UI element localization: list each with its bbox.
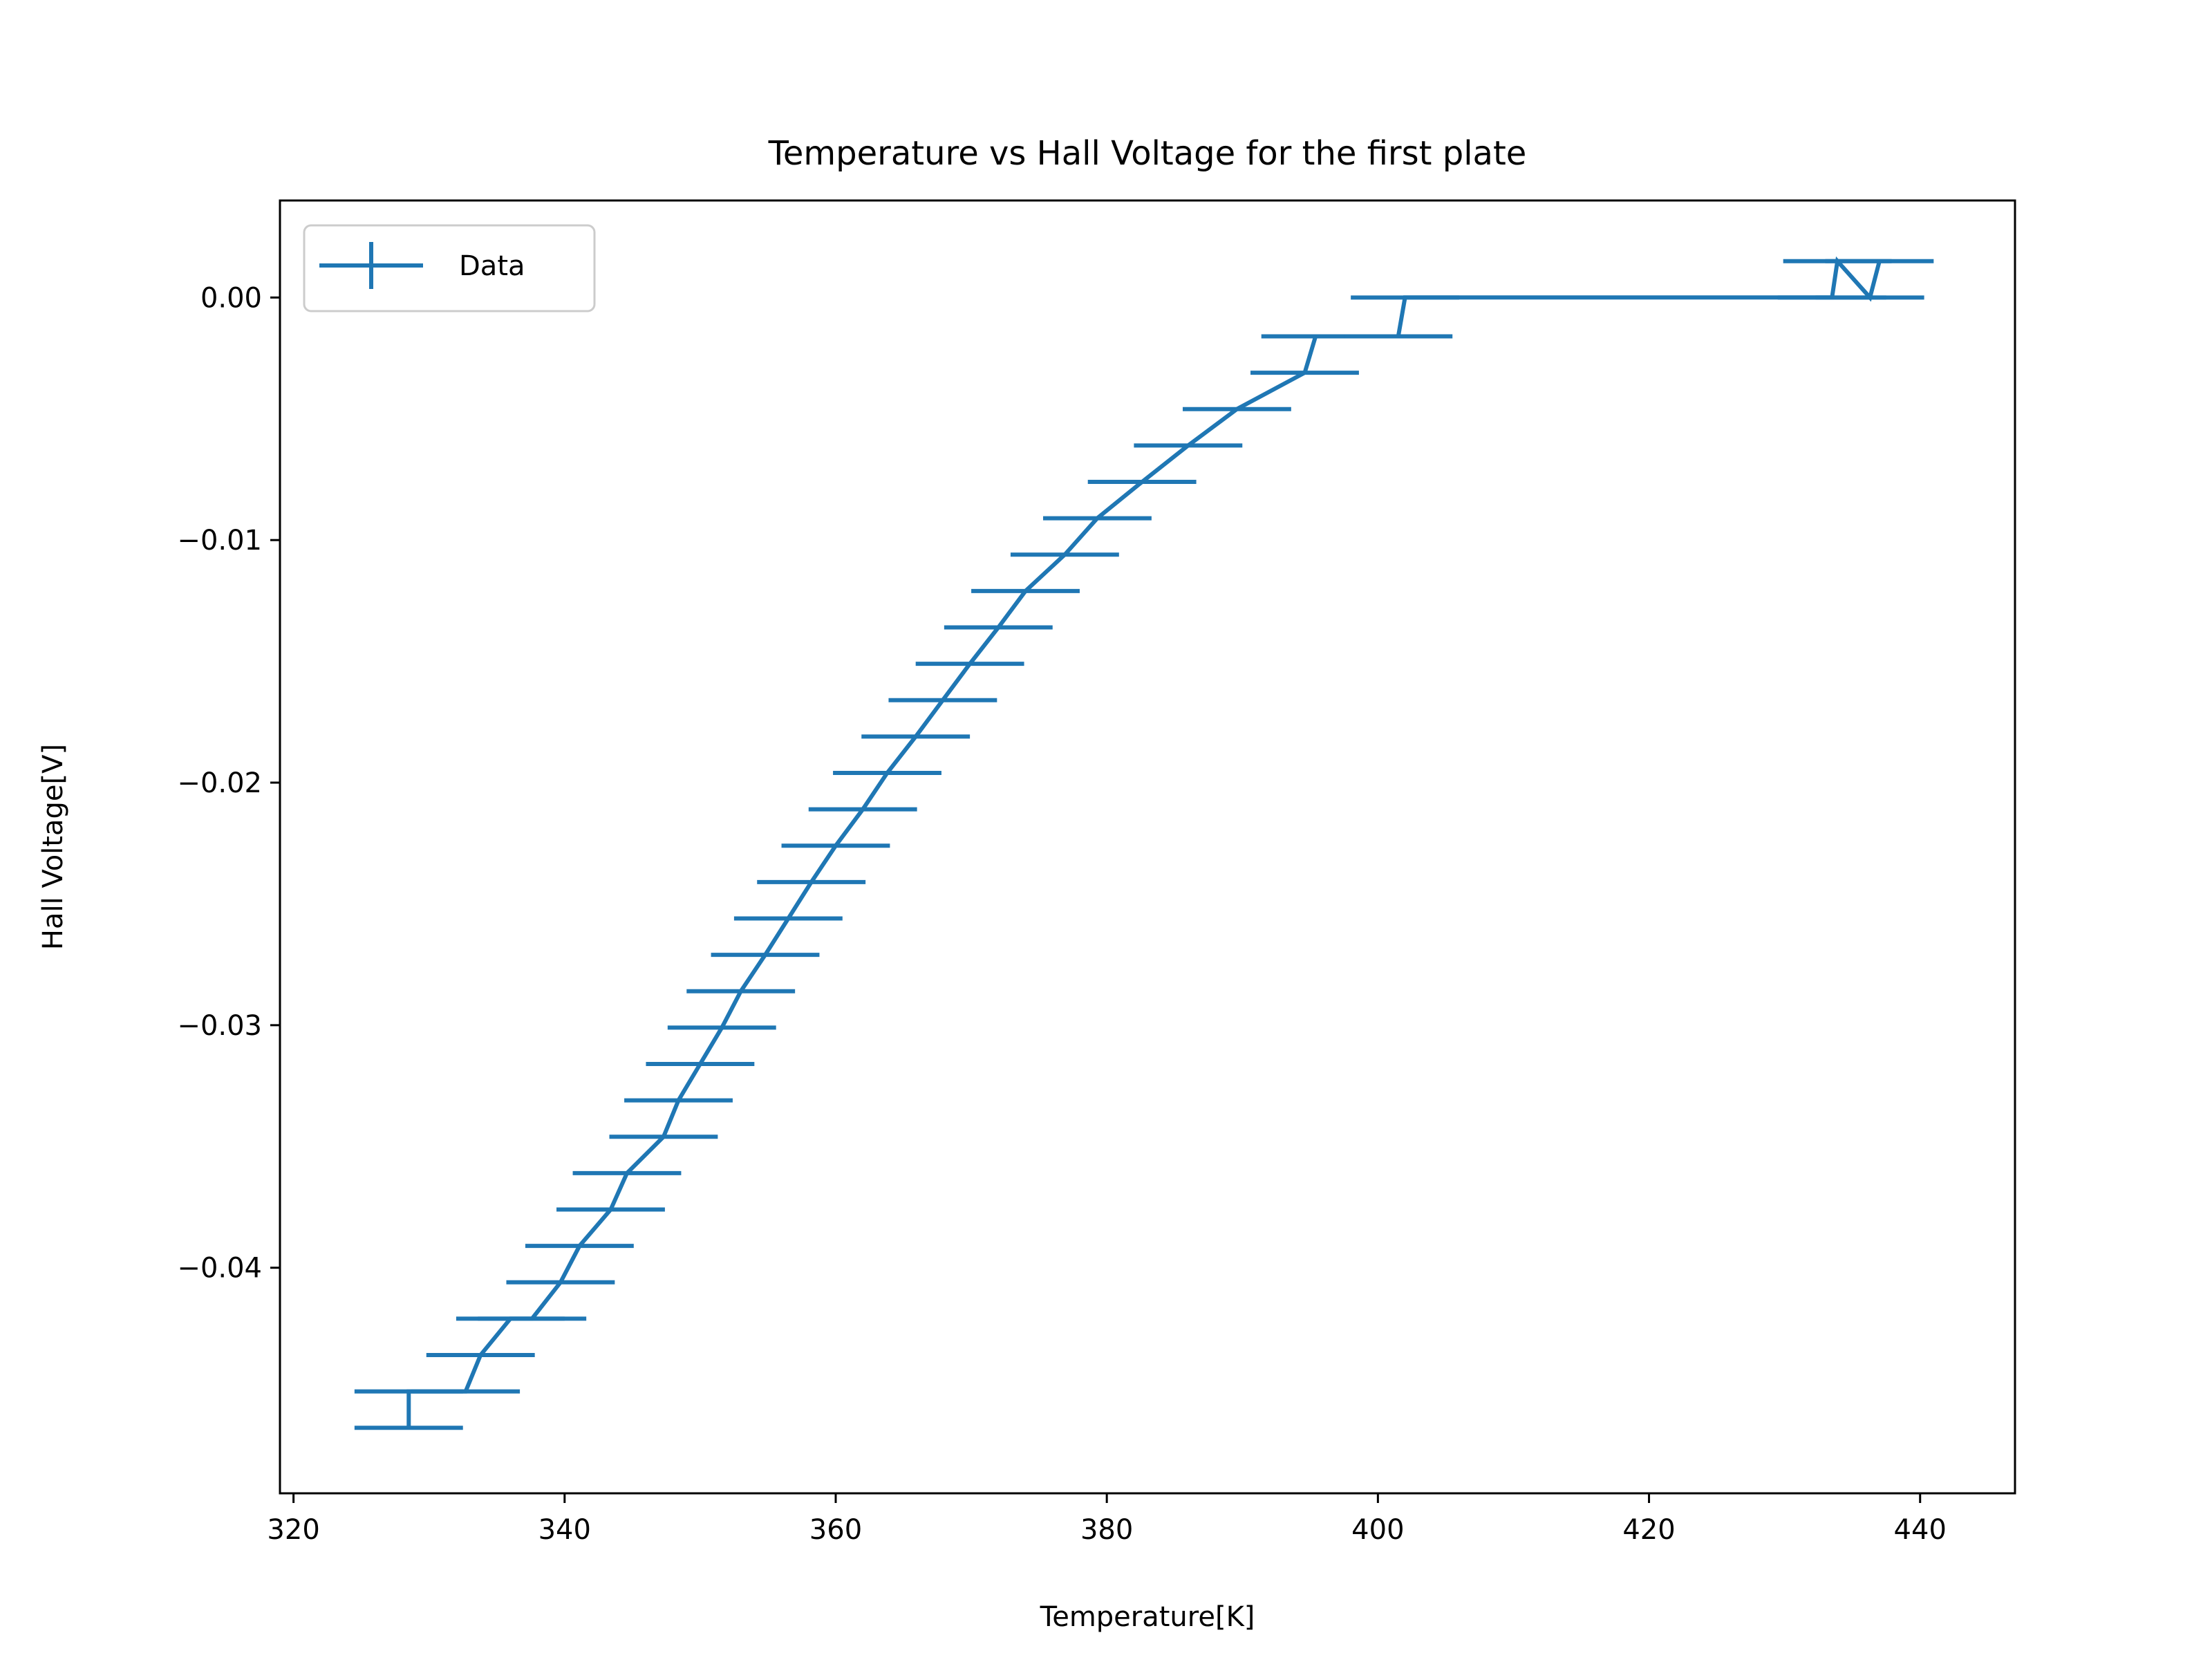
y-tick-label: −0.01 xyxy=(177,525,262,557)
y-tick-label: 0.00 xyxy=(200,282,262,314)
plot-area xyxy=(354,256,1934,1430)
x-tick-label: 380 xyxy=(1080,1514,1133,1546)
chart-title: Temperature vs Hall Voltage for the firs… xyxy=(768,134,1527,173)
y-axis: 0.00 −0.01 −0.02 −0.03 −0.04 xyxy=(177,282,280,1285)
x-tick-label: 400 xyxy=(1351,1514,1404,1546)
series-line-data xyxy=(406,256,1882,1428)
x-tick-label: 360 xyxy=(809,1514,862,1546)
y-tick-label: −0.02 xyxy=(177,767,262,799)
legend-box xyxy=(303,224,596,312)
y-axis-label: Hall Voltage[V] xyxy=(37,744,69,950)
y-tick-label: −0.04 xyxy=(177,1253,262,1285)
legend: Data xyxy=(303,224,596,312)
legend-label: Data xyxy=(459,250,525,282)
x-tick-label: 340 xyxy=(538,1514,591,1546)
x-tick-label: 440 xyxy=(1894,1514,1947,1546)
x-axis: 320 340 360 380 400 420 440 xyxy=(267,1493,1947,1546)
x-tick-label: 320 xyxy=(267,1514,319,1546)
x-axis-label: Temperature[K] xyxy=(1040,1601,1255,1633)
axes-frame xyxy=(279,199,2016,1495)
x-tick-label: 420 xyxy=(1622,1514,1675,1546)
y-tick-label: −0.03 xyxy=(177,1010,262,1042)
